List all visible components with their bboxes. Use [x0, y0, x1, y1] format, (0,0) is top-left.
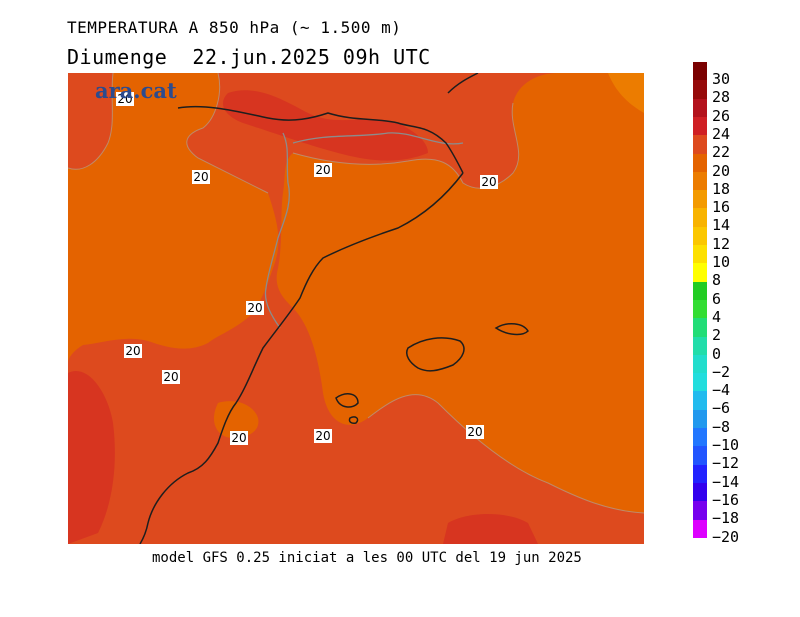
svg-text:20: 20 — [231, 431, 246, 445]
legend-swatch — [693, 299, 707, 319]
legend-swatch — [693, 226, 707, 246]
legend-label: 14 — [712, 216, 731, 235]
ara-cat-logo: ara.cat — [95, 78, 177, 103]
legend-swatch — [693, 446, 707, 466]
contour-label: 20 — [162, 370, 180, 384]
legend-label: −4 — [712, 381, 731, 400]
legend-label: −18 — [712, 509, 740, 528]
band-18-20-sea — [276, 73, 644, 513]
legend-label: −12 — [712, 454, 740, 473]
contour-label: 20 — [116, 92, 134, 106]
legend-label: −2 — [712, 362, 731, 381]
map-title: TEMPERATURA A 850 hPa (~ 1.500 m) — [67, 18, 402, 37]
legend-label: 30 — [712, 70, 731, 88]
legend-swatch — [693, 116, 707, 136]
legend-label: 4 — [712, 307, 722, 326]
legend-swatch — [693, 391, 707, 411]
legend-label: 26 — [712, 106, 731, 125]
legend-label: 28 — [712, 88, 731, 107]
legend-label: 18 — [712, 179, 731, 198]
legend-label: 20 — [712, 161, 731, 180]
legend-label: 8 — [712, 271, 722, 290]
band-18-20-inland — [213, 401, 259, 438]
contour-label: 20 — [246, 301, 264, 315]
patch-22-24-pyrenees — [223, 90, 428, 161]
temperature-map: 20 20 20 20 20 20 20 20 20 20 — [68, 73, 644, 544]
svg-text:20: 20 — [467, 425, 482, 439]
legend-swatch — [693, 171, 707, 191]
band-18-20-interior — [68, 73, 279, 363]
legend-swatch — [693, 373, 707, 392]
legend-swatch — [693, 135, 707, 154]
island-ibiza — [335, 393, 359, 408]
svg-text:20: 20 — [163, 370, 178, 384]
legend-swatch — [693, 336, 707, 356]
contour-label: 20 — [230, 431, 248, 445]
contour-label: 20 — [314, 429, 332, 443]
legend-swatch — [693, 153, 707, 173]
svg-text:20: 20 — [193, 170, 208, 184]
svg-text:20: 20 — [117, 92, 132, 106]
ridge-line — [292, 132, 464, 145]
svg-text:20: 20 — [315, 163, 330, 177]
contour-labels: 20 20 20 20 20 20 20 20 20 20 — [116, 92, 498, 445]
island-formentera — [348, 416, 359, 424]
legend-swatch — [693, 281, 707, 301]
legend-label: 24 — [712, 124, 731, 143]
svg-text:20: 20 — [247, 301, 262, 315]
legend-label: −10 — [712, 436, 740, 454]
legend-label: −14 — [712, 472, 740, 491]
legend-label: −16 — [712, 490, 740, 509]
map-datetime: Diumenge 22.jun.2025 09h UTC — [67, 45, 431, 69]
svg-text:20: 20 — [315, 429, 330, 443]
legend-label: 16 — [712, 198, 731, 217]
model-run-footer: model GFS 0.25 iniciat a les 00 UTC del … — [152, 550, 582, 566]
legend-label: 10 — [712, 253, 731, 271]
svg-text:20: 20 — [481, 175, 496, 189]
legend-swatch — [693, 245, 707, 264]
legend-swatch — [693, 519, 707, 539]
legend-label: −6 — [712, 399, 731, 418]
patch-22-24-south — [443, 514, 538, 544]
legend-swatch — [693, 482, 707, 502]
legend-swatch — [693, 263, 707, 283]
legend-swatch — [693, 428, 707, 447]
legend-label: 12 — [712, 234, 731, 253]
legend-label: −20 — [712, 527, 740, 546]
patch-22-24-southwest — [68, 371, 115, 544]
legend-label: 2 — [712, 326, 722, 345]
legend-swatch — [693, 409, 707, 429]
legend-swatch — [693, 190, 707, 209]
legend-swatch — [693, 208, 707, 228]
legend-label: 22 — [712, 143, 731, 162]
legend-label: 6 — [712, 289, 722, 308]
contour-label: 20 — [314, 163, 332, 177]
legend-swatch — [693, 80, 707, 100]
contour-label: 20 — [192, 170, 210, 184]
legend-swatch — [693, 318, 707, 337]
island-menorca — [494, 323, 529, 336]
contour-label: 20 — [124, 344, 142, 358]
legend-swatch — [693, 354, 707, 374]
island-mallorca — [406, 337, 465, 372]
coastline — [139, 73, 479, 544]
country-border — [264, 132, 290, 329]
legend-label: 0 — [712, 344, 722, 363]
band-16-18-northeast — [608, 73, 644, 113]
legend-swatch — [693, 98, 707, 118]
isotherm-lines — [68, 73, 644, 514]
legend-swatch — [693, 62, 707, 81]
legend-label: −8 — [712, 417, 731, 436]
contour-label: 20 — [480, 175, 498, 189]
contour-label: 20 — [466, 425, 484, 439]
legend-swatch — [693, 501, 707, 520]
svg-text:20: 20 — [125, 344, 140, 358]
legend-swatch — [693, 464, 707, 484]
